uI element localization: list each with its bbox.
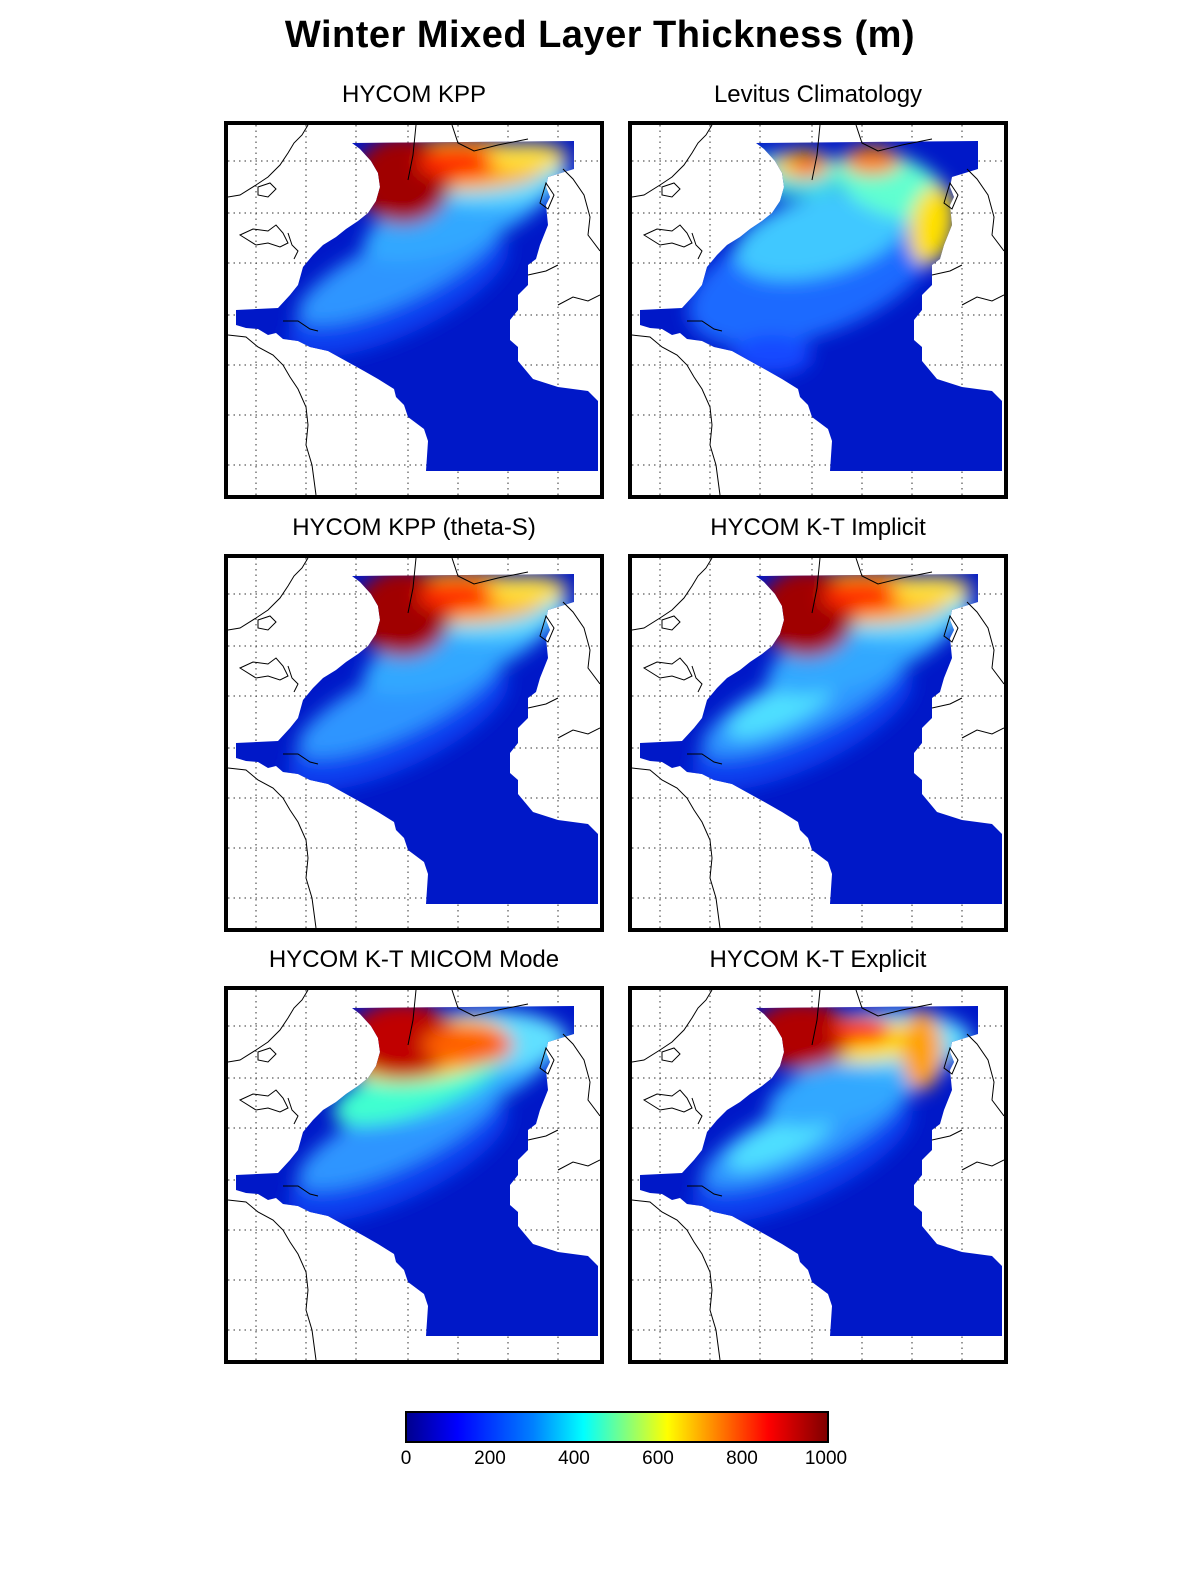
map-frame — [224, 121, 604, 499]
colorbar-tick-800: 800 — [726, 1448, 758, 1469]
colorbar — [405, 1411, 829, 1443]
panel-title: HYCOM KPP — [341, 81, 487, 108]
figure-title: Winter Mixed Layer Thickness (m) — [284, 14, 916, 56]
map-frame — [628, 986, 1008, 1364]
map-frame — [224, 986, 604, 1364]
map-frame — [628, 554, 1008, 932]
colorbar-tick-0: 0 — [400, 1448, 412, 1469]
colorbar-tick-1000: 1000 — [804, 1448, 848, 1469]
panel-title: HYCOM K-T MICOM Mode — [268, 946, 560, 973]
colorbar-tick-400: 400 — [558, 1448, 590, 1469]
colorbar-tick-600: 600 — [642, 1448, 674, 1469]
panel-title: Levitus Climatology — [713, 81, 923, 108]
map-frame — [224, 554, 604, 932]
panel-title: HYCOM KPP (theta-S) — [292, 514, 536, 541]
map-frame — [628, 121, 1008, 499]
panel-title: HYCOM K-T Implicit — [710, 514, 926, 541]
colorbar-tick-200: 200 — [474, 1448, 506, 1469]
panel-title: HYCOM K-T Explicit — [709, 946, 927, 973]
